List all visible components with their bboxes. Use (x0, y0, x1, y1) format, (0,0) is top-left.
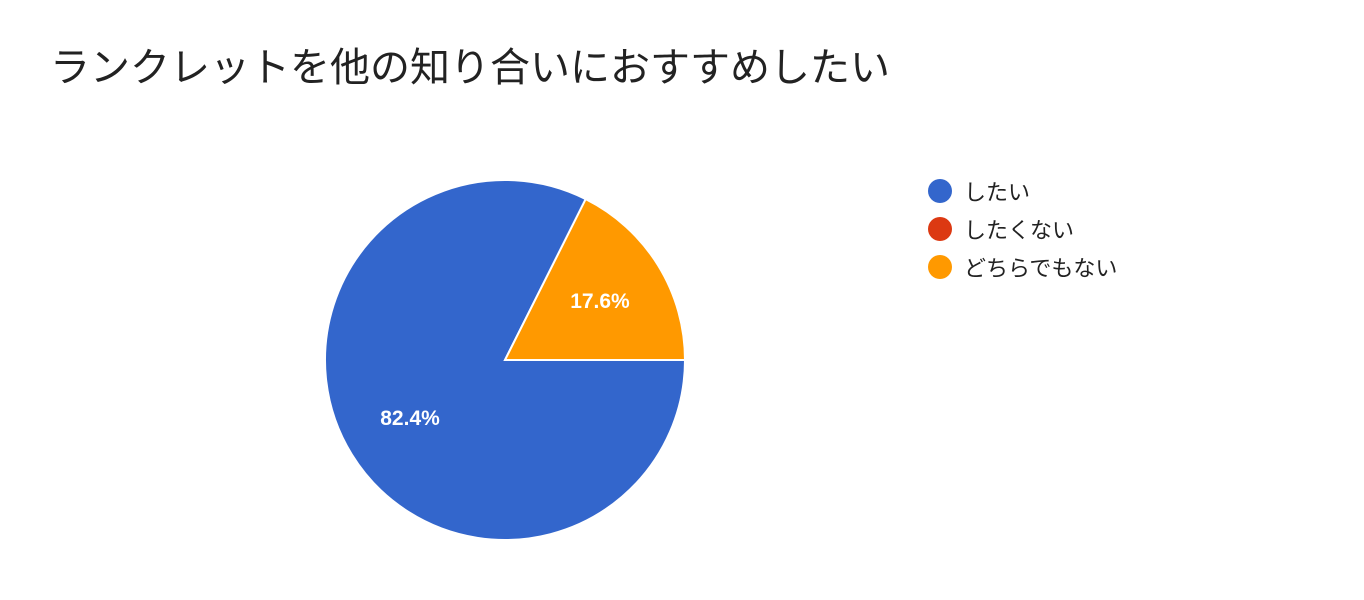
legend-item-1[interactable]: したくない (928, 210, 1117, 248)
legend-label: したい (964, 181, 1031, 206)
chart-legend: したい したくない どちらでもない (928, 172, 1117, 286)
pie-slices (324, 179, 687, 541)
legend-label: したくない (964, 219, 1075, 244)
legend-swatch-icon (928, 255, 952, 279)
legend-item-0[interactable]: したい (928, 172, 1117, 210)
pie-slice-2[interactable] (503, 197, 687, 361)
legend-label: どちらでもない (964, 257, 1118, 282)
chart-title: ランクレットを他の知り合いにおすすめしたい (50, 45, 890, 91)
pie-slice-label-2: 17.6% (570, 290, 630, 313)
pie-slice-label-0: 82.4% (380, 407, 440, 430)
legend-swatch-icon (928, 179, 952, 203)
legend-item-2[interactable]: どちらでもない (928, 248, 1117, 286)
pie-slice-labels: 82.4% 17.6% (380, 290, 630, 430)
legend-swatch-icon (928, 217, 952, 241)
